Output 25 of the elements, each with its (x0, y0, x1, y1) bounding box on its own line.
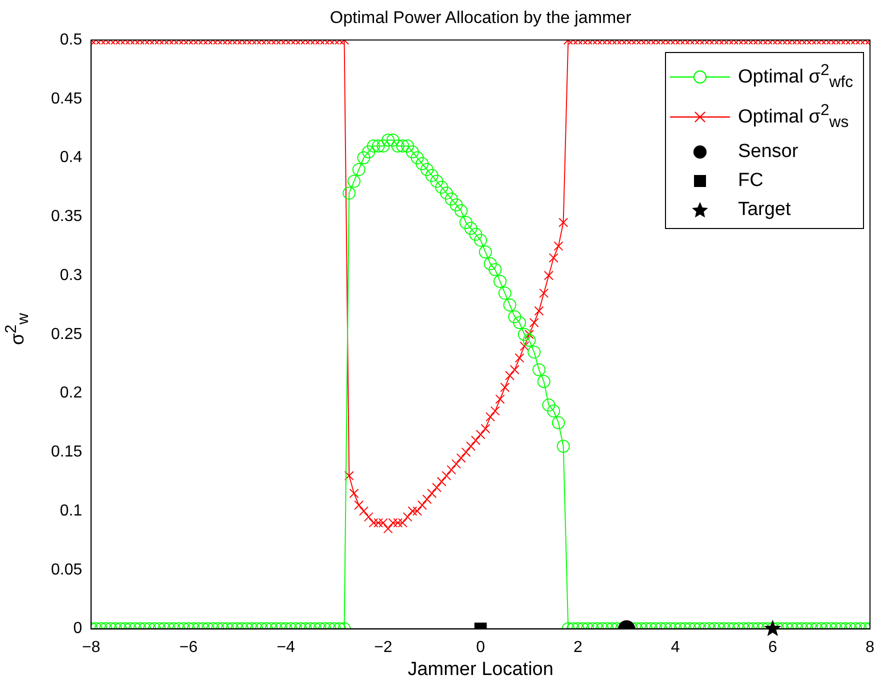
x-tick-label: 0 (476, 638, 486, 656)
y-tick-label: 0.1 (60, 502, 82, 520)
y-tick-label: 0.3 (60, 266, 82, 284)
x-tick-label: 2 (573, 638, 582, 656)
y-tick-label: 0.5 (60, 31, 82, 48)
y-tick-label: 0 (73, 620, 82, 638)
x-tick-label: −8 (82, 638, 100, 656)
y-tick-label: 0.45 (51, 90, 82, 108)
x-tick-label: 4 (670, 638, 680, 656)
x-tick-label: 6 (768, 638, 778, 656)
x-tick-label: −2 (374, 638, 392, 656)
y-tick-label: 0.25 (51, 326, 82, 343)
x-tick-label: 8 (866, 638, 875, 656)
y-tick-label: 0.15 (51, 444, 82, 461)
y-tick-label: 0.05 (51, 561, 82, 578)
chart-title: Optimal Power Allocation by the jammer (328, 8, 632, 28)
y-tick-label: 0.35 (51, 208, 82, 226)
y-tick-label: 0.4 (60, 149, 82, 166)
legend-label: FC (738, 170, 764, 192)
legend-label: Target (738, 198, 791, 220)
legend-label: Sensor (738, 140, 798, 162)
x-tick-label: −4 (276, 638, 296, 656)
x-tick-label: −6 (179, 638, 198, 656)
y-tick-label: 0.2 (60, 384, 82, 402)
x-axis-title: Jammer Location (406, 658, 554, 681)
